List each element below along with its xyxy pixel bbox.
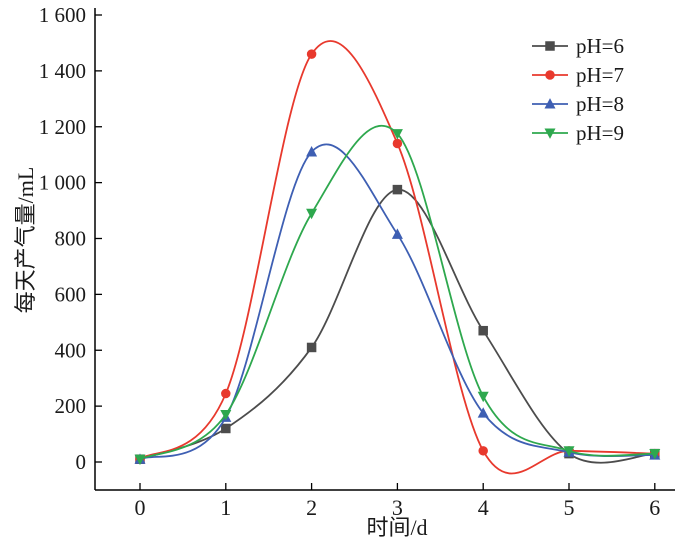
data-point-pH=8 <box>391 228 403 239</box>
y-tick-label: 800 <box>55 227 87 251</box>
legend-marker-triangle-down-icon <box>544 128 556 139</box>
x-tick-label: 4 <box>478 495 489 520</box>
data-point-pH=9 <box>563 446 575 457</box>
data-point-pH=7 <box>392 138 403 149</box>
legend-item-pH=8: pH=8 <box>532 92 624 116</box>
data-point-pH=9 <box>220 409 232 421</box>
y-tick-label: 600 <box>55 282 87 306</box>
data-point-pH=9 <box>649 449 661 460</box>
y-tick-label: 400 <box>55 338 87 362</box>
data-point-pH=8 <box>306 146 318 157</box>
y-tick-label: 0 <box>76 450 87 474</box>
legend-marker-square-icon <box>545 41 555 51</box>
x-tick-label: 3 <box>392 495 403 520</box>
y-tick-label: 1 000 <box>39 171 86 195</box>
data-point-pH=7 <box>306 49 317 59</box>
data-point-pH=7 <box>221 388 231 399</box>
data-point-pH=6 <box>306 342 317 353</box>
data-point-pH=7 <box>478 446 488 456</box>
y-tick-label: 1 600 <box>39 3 86 27</box>
legend-item-pH=6: pH=6 <box>532 34 624 58</box>
data-point-pH=9 <box>134 454 146 466</box>
data-point-pH=6 <box>392 184 403 195</box>
x-axis-label: 时间/d <box>366 515 428 540</box>
legend-label: pH=6 <box>576 34 624 58</box>
data-point-pH=6 <box>478 325 488 336</box>
data-point-pH=9 <box>306 208 318 220</box>
legend-label: pH=8 <box>576 92 624 116</box>
y-tick-label: 1 200 <box>39 115 86 139</box>
legend: pH=6 pH=7 pH=8 pH=9 <box>532 34 624 145</box>
legend-label: pH=9 <box>576 121 624 145</box>
data-point-pH=6 <box>221 423 231 434</box>
x-tick-label: 1 <box>220 495 231 520</box>
data-point-pH=9 <box>391 129 403 140</box>
y-axis-label: 每天产气量/mL <box>13 166 38 314</box>
y-tick-label: 200 <box>55 394 87 418</box>
legend-label: pH=7 <box>576 63 624 87</box>
x-tick-label: 5 <box>564 495 575 520</box>
legend-marker-circle-icon <box>545 70 555 80</box>
legend-marker-triangle-up-icon <box>544 98 556 109</box>
data-point-pH=8 <box>477 407 489 418</box>
legend-item-pH=9: pH=9 <box>532 121 624 145</box>
data-point-pH=9 <box>477 391 489 403</box>
x-tick-label: 2 <box>306 495 317 520</box>
x-tick-label: 0 <box>135 495 146 520</box>
legend-item-pH=7: pH=7 <box>532 63 624 87</box>
x-tick-label: 6 <box>649 495 660 520</box>
y-tick-label: 1 400 <box>39 59 86 83</box>
